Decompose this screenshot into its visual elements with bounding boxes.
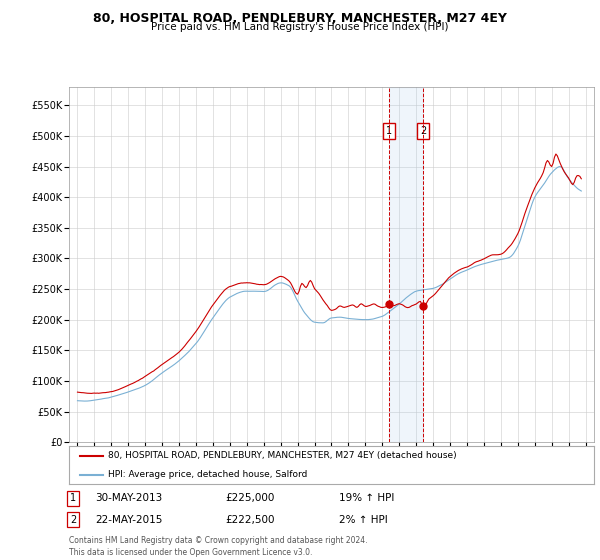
Bar xyxy=(389,87,423,442)
Text: £222,500: £222,500 xyxy=(225,515,275,525)
Text: 22-MAY-2015: 22-MAY-2015 xyxy=(95,515,162,525)
Text: 2: 2 xyxy=(420,126,427,136)
Text: 80, HOSPITAL ROAD, PENDLEBURY, MANCHESTER, M27 4EY: 80, HOSPITAL ROAD, PENDLEBURY, MANCHESTE… xyxy=(93,12,507,25)
Text: HPI: Average price, detached house, Salford: HPI: Average price, detached house, Salf… xyxy=(109,470,308,479)
Text: 80, HOSPITAL ROAD, PENDLEBURY, MANCHESTER, M27 4EY (detached house): 80, HOSPITAL ROAD, PENDLEBURY, MANCHESTE… xyxy=(109,451,457,460)
Text: £225,000: £225,000 xyxy=(225,493,274,503)
Text: 2% ↑ HPI: 2% ↑ HPI xyxy=(339,515,388,525)
Text: 30-MAY-2013: 30-MAY-2013 xyxy=(95,493,162,503)
Text: 1: 1 xyxy=(386,126,392,136)
Text: 2: 2 xyxy=(70,515,76,525)
Text: Contains HM Land Registry data © Crown copyright and database right 2024.
This d: Contains HM Land Registry data © Crown c… xyxy=(69,536,367,557)
Text: 19% ↑ HPI: 19% ↑ HPI xyxy=(339,493,394,503)
Text: 1: 1 xyxy=(70,493,76,503)
Text: Price paid vs. HM Land Registry's House Price Index (HPI): Price paid vs. HM Land Registry's House … xyxy=(151,22,449,32)
